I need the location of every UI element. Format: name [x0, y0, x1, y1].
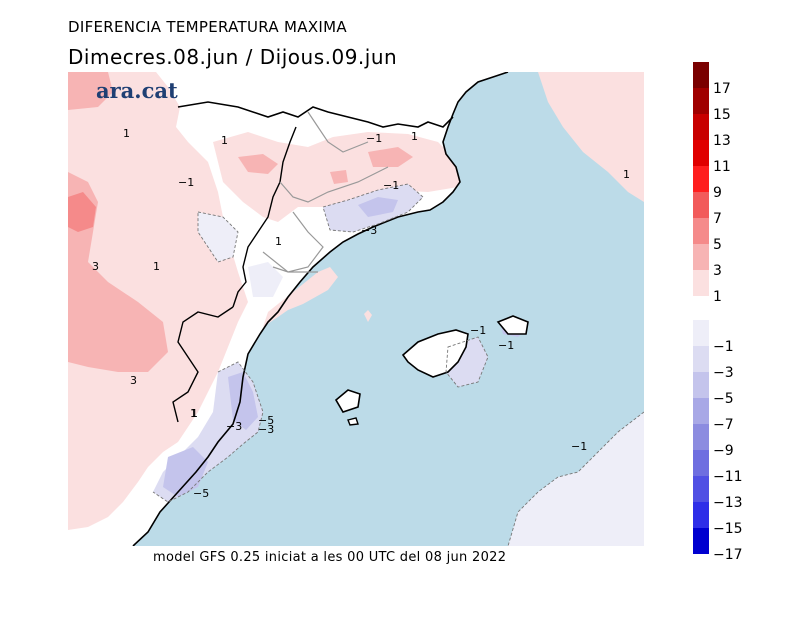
contour-label: 1 — [411, 130, 418, 143]
legend-swatch — [693, 398, 709, 424]
border-aragon — [172, 306, 234, 423]
legend-label: −5 — [713, 391, 734, 407]
legend-label: 9 — [713, 185, 722, 201]
legend-label: 11 — [713, 159, 731, 175]
contour-lines — [152, 183, 644, 546]
contour-label: −1 — [178, 176, 194, 189]
contour-label: 1 — [275, 235, 282, 248]
contour-label: −1 — [470, 324, 486, 337]
contour-label: 3 — [92, 260, 99, 273]
contour-label: 1 — [153, 260, 160, 273]
contour-label: −3 — [226, 420, 242, 433]
legend-label: −17 — [713, 547, 743, 560]
legend-swatch — [693, 372, 709, 398]
legend-label: −7 — [713, 417, 734, 433]
legend-swatch — [693, 166, 709, 192]
sea — [133, 72, 644, 546]
cold-area-catalonia-3 — [358, 197, 398, 217]
legend-label: −11 — [713, 469, 743, 485]
legend-swatch — [693, 502, 709, 528]
legend-label: 5 — [713, 237, 722, 253]
coastline-mainland — [132, 72, 509, 546]
warm-area-west-5 — [68, 192, 96, 232]
contour-label: −5 — [258, 414, 274, 427]
warm-area-corner — [68, 72, 113, 110]
legend-swatch — [693, 192, 709, 218]
temperature-difference-map: ara.cat 1 1 −1 1 1 −1 −3 −1 3 1 3 1 −1 −… — [68, 72, 644, 546]
legend-label: −1 — [713, 339, 734, 355]
legend-swatch — [693, 476, 709, 502]
legend-label: −9 — [713, 443, 734, 459]
map-variable-title: DIFERENCIA TEMPERATURA MAXIMA — [68, 18, 347, 36]
legend-swatch — [693, 62, 709, 88]
island-formentera — [347, 417, 359, 426]
contour-label: −1 — [498, 339, 514, 352]
legend-swatch — [693, 114, 709, 140]
warm-area-west — [68, 72, 248, 530]
legend-swatch — [693, 270, 709, 296]
legend-swatch — [693, 244, 709, 270]
model-run-caption: model GFS 0.25 iniciat a les 00 UTC del … — [153, 550, 507, 565]
contour-label: −3 — [361, 224, 377, 237]
contour-label: 3 — [130, 374, 137, 387]
warm-area-west-1b — [118, 402, 163, 467]
contour-label: −1 — [366, 132, 382, 145]
ara-cat-logo: ara.cat — [96, 78, 178, 103]
island-ibiza — [334, 389, 361, 413]
contour-label: −1 — [571, 440, 587, 453]
warm-area-pyrenees-3c — [330, 170, 348, 184]
legend-swatch — [693, 346, 709, 372]
coastline-gulf-lion — [177, 101, 454, 128]
contour-label: −5 — [193, 487, 209, 500]
warm-area-pyrenees-3a — [238, 154, 278, 174]
legend-label: 7 — [713, 211, 722, 227]
cold-area-interior — [198, 212, 238, 262]
contour-label: −3 — [258, 423, 274, 436]
legend-swatch — [693, 88, 709, 114]
cool-area-sea-se — [508, 412, 644, 546]
regional-borders — [262, 111, 389, 273]
legend-cold-group: −1 −3 −5 −7 −9 −11 −13 −15 −17 — [693, 320, 743, 560]
contour-label: 1 — [190, 407, 197, 420]
warm-area-islet — [364, 310, 372, 322]
island-mallorca — [401, 329, 469, 378]
legend-swatch — [693, 218, 709, 244]
color-scale-legend: 17 15 13 11 9 7 5 3 1 −1 −3 −5 −7 −9 −11 −13 −15 −17 — [693, 62, 743, 560]
legend-label: −15 — [713, 521, 743, 537]
warm-area-coast — [263, 267, 338, 327]
legend-label: 13 — [713, 133, 731, 149]
contour-label: 1 — [191, 407, 198, 420]
warm-area-pyrenees-3b — [368, 147, 413, 167]
contour-label-group: 1 1 −1 1 1 −1 −3 −1 3 1 3 1 −1 −1 −3 −5 … — [92, 127, 630, 500]
warm-area-sea-ne — [538, 72, 644, 202]
contour-label: 1 — [221, 134, 228, 147]
cold-area-valencia-5b — [163, 447, 208, 497]
legend-label: 17 — [713, 81, 731, 97]
legend-swatch — [693, 140, 709, 166]
legend-swatch — [693, 424, 709, 450]
contour-label: 1 — [123, 127, 130, 140]
legend-label: −13 — [713, 495, 743, 511]
forecast-period-title: Dimecres.08.jun / Dijous.09.jun — [68, 45, 398, 69]
legend-swatch — [693, 528, 709, 554]
legend-swatch — [693, 320, 709, 346]
legend-warm-group: 17 15 13 11 9 7 5 3 1 — [693, 62, 731, 305]
cold-area-interior-b — [248, 262, 283, 297]
island-menorca — [496, 315, 529, 335]
legend-label: −3 — [713, 365, 734, 381]
legend-label: 15 — [713, 107, 731, 123]
border-pyrenees — [232, 126, 297, 308]
contour-label: −1 — [383, 179, 399, 192]
legend-label: 1 — [713, 289, 722, 305]
legend-label: 3 — [713, 263, 722, 279]
legend-swatch — [693, 450, 709, 476]
contour-label: 1 — [623, 168, 630, 181]
